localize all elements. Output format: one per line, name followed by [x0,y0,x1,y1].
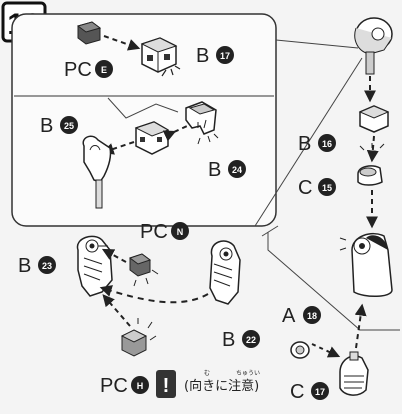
part-b25 [82,135,112,209]
part-c17-hand [339,351,369,396]
motion-marks-c15 [359,143,385,151]
svg-text:B: B [18,255,31,277]
part-shoulder [354,17,393,75]
label-pc-e: PC E [64,59,113,81]
label-b23: B 23 [18,255,56,277]
svg-text:!: ! [163,375,170,397]
part-c15 [357,165,383,186]
label-b16: B 16 [298,133,336,155]
svg-text:16: 16 [322,139,332,149]
svg-text:E: E [101,65,107,75]
label-c15: C 15 [298,177,336,199]
leader-line-top [275,39,359,49]
svg-text:A: A [282,305,296,327]
svg-text:PC: PC [64,59,92,81]
svg-text:PC: PC [140,221,168,243]
part-pc-h [120,318,157,357]
leader-line-bottom [254,57,363,227]
svg-text:17: 17 [220,51,230,61]
part-b17 [140,37,181,77]
arrow-a18 [311,343,341,358]
svg-text:N: N [177,227,184,237]
caution-icon: ! [156,370,176,398]
part-b23 [76,235,113,297]
svg-text:15: 15 [322,183,332,193]
arrow-pc-e [103,35,141,51]
part-b17-small [134,121,170,155]
label-c17: C 17 [290,381,329,403]
part-b22 [209,240,241,305]
svg-text:24: 24 [232,165,242,175]
label-b25: B 25 [40,115,78,137]
arrow-hand [354,303,367,349]
leader-line-inset [107,97,179,119]
svg-text:B: B [208,159,221,181]
svg-text:む: む [204,370,210,377]
part-b16 [358,105,390,133]
svg-text:H: H [137,381,144,391]
leader-line-connector [261,225,279,237]
svg-text:22: 22 [246,335,256,345]
svg-text:B: B [298,133,311,155]
svg-text:25: 25 [64,121,74,131]
label-pc-h: PC H [100,375,149,397]
svg-text:17: 17 [315,387,325,397]
svg-text:B: B [222,329,235,351]
label-pc-n: PC N [140,221,189,243]
part-a18 [290,341,310,359]
svg-text:23: 23 [42,261,52,271]
svg-text:B: B [196,45,209,67]
upper-inset-frame [11,13,277,227]
label-a18: A 18 [282,305,321,327]
arrow-pc-h [102,294,131,327]
svg-text:C: C [290,381,304,403]
label-b17: B 17 [196,45,234,67]
arrow-pc-n [101,248,127,263]
part-b24 [185,101,219,145]
label-b24: B 24 [208,159,246,181]
leader-line-hand [267,232,400,331]
svg-text:18: 18 [307,311,317,321]
svg-text:(向きに注意): (向きに注意) [184,378,259,394]
arrow-b22-to-b23 [99,285,209,304]
svg-text:ちゅうい: ちゅうい [236,370,260,377]
part-forearm [339,232,393,297]
caution-note: む ちゅうい (向きに注意) [184,370,260,394]
svg-text:PC: PC [100,375,128,397]
part-pc-e [76,21,102,45]
arrow-c15 [366,135,379,163]
svg-text:C: C [298,177,312,199]
svg-text:B: B [40,115,53,137]
part-pc-n [128,253,159,287]
label-b22: B 22 [222,329,260,351]
